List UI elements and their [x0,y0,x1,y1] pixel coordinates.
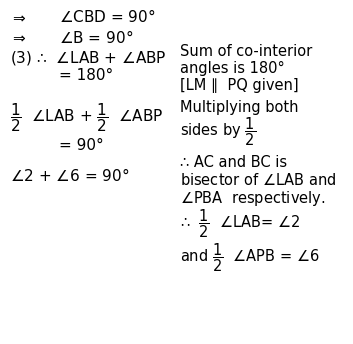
Text: sides by $\dfrac{1}{2}$: sides by $\dfrac{1}{2}$ [180,115,256,148]
Text: [LM ∥  PQ given]: [LM ∥ PQ given] [180,77,299,93]
Text: Multiplying both: Multiplying both [180,100,298,116]
Text: bisector of $\angle$LAB and: bisector of $\angle$LAB and [180,172,336,189]
Text: (3) ∴  $\angle$LAB + $\angle$ABP: (3) ∴ $\angle$LAB + $\angle$ABP [11,49,167,67]
Text: ∴ AC and BC is: ∴ AC and BC is [180,155,287,170]
Text: = 180°: = 180° [59,68,113,84]
Text: and $\dfrac{1}{2}$  $\angle$APB = $\angle$6: and $\dfrac{1}{2}$ $\angle$APB = $\angle… [180,242,319,274]
Text: $\angle$2 + $\angle$6 = 90°: $\angle$2 + $\angle$6 = 90° [11,167,130,184]
Text: $\angle$CBD = 90°: $\angle$CBD = 90° [59,8,156,25]
Text: $\angle$B = 90°: $\angle$B = 90° [59,29,133,46]
Text: Sum of co-interior: Sum of co-interior [180,44,312,59]
Text: $\Rightarrow$: $\Rightarrow$ [11,9,28,24]
Text: $\dfrac{1}{2}$  $\angle$LAB + $\dfrac{1}{2}$  $\angle$ABP: $\dfrac{1}{2}$ $\angle$LAB + $\dfrac{1}{… [11,102,164,135]
Text: $\Rightarrow$: $\Rightarrow$ [11,30,28,45]
Text: ∴  $\dfrac{1}{2}$  $\angle$LAB= $\angle$2: ∴ $\dfrac{1}{2}$ $\angle$LAB= $\angle$2 [180,207,300,239]
Text: $\angle$PBA  respectively.: $\angle$PBA respectively. [180,189,325,208]
Text: angles is 180°: angles is 180° [180,61,285,76]
Text: = 90°: = 90° [59,138,104,153]
